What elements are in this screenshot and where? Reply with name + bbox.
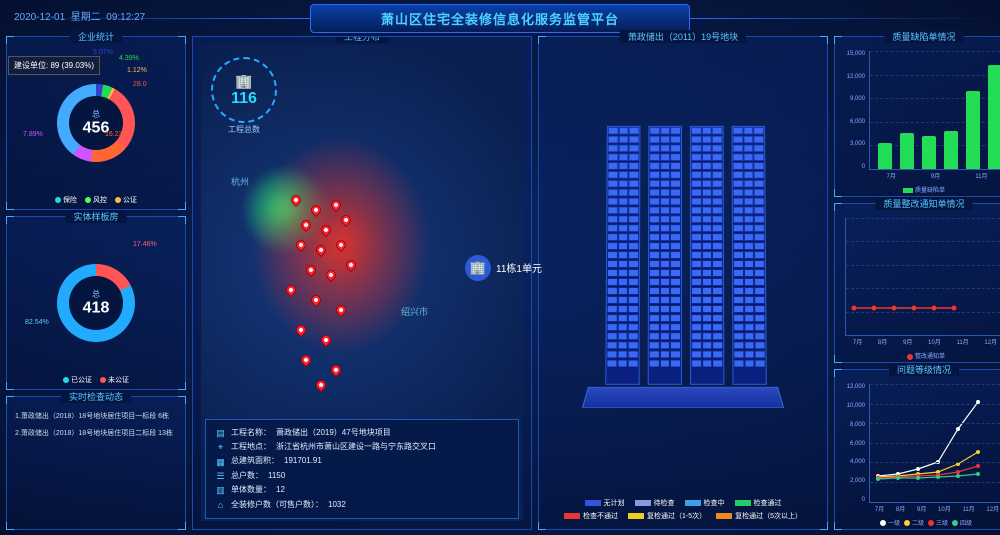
sale-icon: ⌂ [215, 499, 226, 510]
panel-map[interactable]: 工程分布 杭州 绍兴市 🏢 116 工程总数 ▤工程名称：萧政储出（2019）4… [192, 36, 532, 530]
panel-realtime-log: 实时检查动态 1.萧政储出（2018）18号地块居住项目一标段 6栋2.萧政储出… [6, 396, 186, 530]
panel-level-chart: 问题等级情况 12,00010,0008,0006,0004,0002,0000… [834, 369, 1000, 530]
panel-title: 工程分布 [336, 36, 388, 43]
area-icon: ▦ [215, 456, 226, 467]
legend: 保险风控公证 [7, 195, 185, 205]
map-pin[interactable] [314, 378, 328, 392]
page-title: 萧山区住宅全装修信息化服务监管平台 [310, 4, 690, 33]
panel-title: 企业统计 [70, 30, 122, 43]
bar-chart[interactable] [869, 51, 1000, 170]
panel-title: 问题等级情况 [889, 363, 959, 376]
map-pin[interactable] [299, 353, 313, 367]
panel-title: 质量整改通知单情况 [875, 197, 972, 210]
panel-title: 萧政储出（2011）19号地块 [620, 30, 746, 43]
datetime: 2020-12-01 星期二 09:12:27 [14, 8, 145, 23]
donut-chart-2[interactable]: 总418 [57, 264, 135, 342]
total-projects-badge: 🏢 116 工程总数 [211, 57, 277, 123]
map-pin[interactable] [329, 363, 343, 377]
log-list: 1.萧政储出（2018）18号地块居住项目一标段 6栋2.萧政储出（2018）1… [7, 397, 185, 451]
header: 2020-12-01 星期二 09:12:27 萧山区住宅全装修信息化服务监管平… [0, 0, 1000, 36]
building-icon: 🏢 [465, 255, 491, 281]
panel-sample-room: 实体样板房 总418 17.46% 82.54% 已公证未公证 [6, 216, 186, 390]
building-unit-label: 🏢 11栋1单元 [465, 255, 542, 281]
building-legend: 无计划待检查检查中检查通过 检查不通过复检通过（1-5次）复检通过（5次以上） [539, 491, 827, 529]
building-3d-model[interactable] [597, 116, 769, 415]
panel-title: 实时检查动态 [61, 390, 131, 403]
location-icon: ⌖ [215, 442, 226, 453]
multi-line-chart[interactable] [869, 384, 1000, 503]
households-icon: ☰ [215, 471, 226, 482]
units-icon: ▥ [215, 485, 226, 496]
line-chart[interactable] [845, 218, 1000, 337]
panel-defect-chart: 质量缺陷单情况 15,00012,0009,0006,0003,0000 7月9… [834, 36, 1000, 197]
right-column: 质量缺陷单情况 15,00012,0009,0006,0003,0000 7月9… [834, 36, 1000, 530]
building-icon: 🏢 [235, 73, 252, 90]
donut-chart-1[interactable]: 总456 [57, 84, 135, 162]
panel-title: 质量缺陷单情况 [884, 30, 963, 43]
hover-tooltip: 建设单位: 89 (39.03%) [8, 56, 100, 75]
panel-rectify-chart: 质量整改通知单情况 7月8月9月10月11月12月 整改通知单 [834, 203, 1000, 364]
left-column: 企业统计 总456 3.07%4.39%1.12%28.016.23%7.89%… [6, 36, 186, 530]
project-info-box: ▤工程名称：萧政储出（2019）47号地块项目 ⌖工程地点：浙江省杭州市萧山区建… [205, 419, 519, 519]
name-icon: ▤ [215, 427, 226, 438]
legend: 已公证未公证 [7, 375, 185, 385]
panel-building-3d: 萧政储出（2011）19号地块 🏢 11栋1单元 无计划待检查检查中检查通过 检… [538, 36, 828, 530]
panel-title: 实体样板房 [65, 210, 126, 223]
